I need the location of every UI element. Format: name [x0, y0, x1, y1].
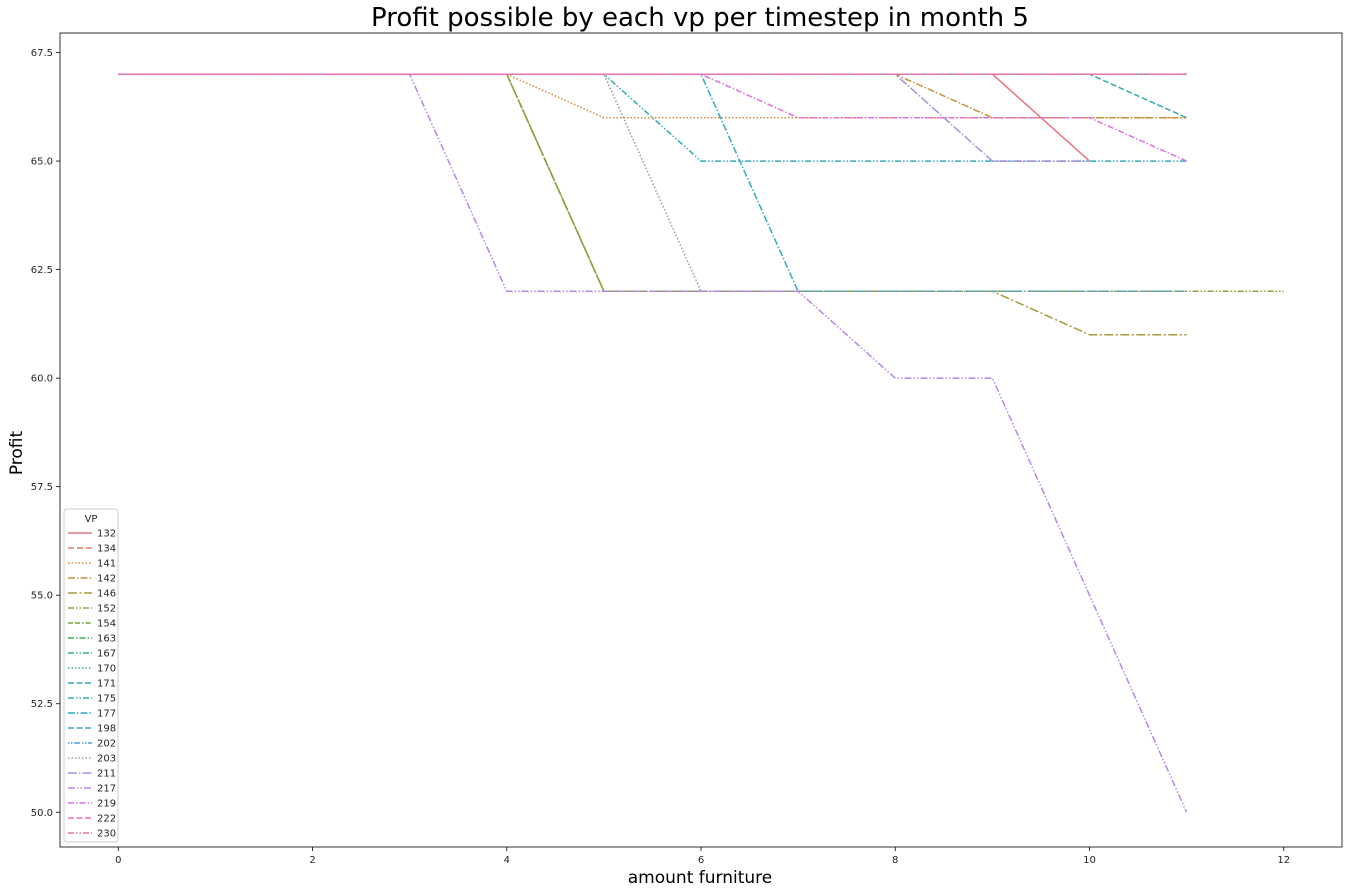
- legend-label-177: 177: [97, 709, 116, 720]
- legend-label-146: 146: [97, 589, 116, 600]
- x-axis: 0 2 4 6 8 10 12: [115, 847, 1290, 866]
- x-tick-label: 8: [892, 855, 898, 866]
- legend-box: [63, 508, 119, 843]
- x-axis-label: amount furniture: [628, 868, 772, 888]
- y-tick-label: 67.5: [31, 48, 53, 59]
- legend: VP 1321341411421461521541631671701711751…: [63, 508, 119, 843]
- series-layer: [118, 73, 1284, 813]
- legend-label-211: 211: [97, 769, 116, 780]
- legend-label-230: 230: [97, 829, 116, 840]
- y-tick-label: 57.5: [31, 482, 53, 493]
- legend-label-203: 203: [97, 754, 116, 765]
- legend-label-219: 219: [97, 799, 116, 810]
- legend-label-217: 217: [97, 784, 116, 795]
- y-axis: 50.0 52.5 55.0 57.5 60.0 62.5 65.0 67.5: [31, 48, 60, 819]
- y-axis-label: Profit: [7, 430, 27, 475]
- y-tick-label: 55.0: [31, 591, 53, 602]
- y-tick-label: 65.0: [31, 157, 53, 168]
- x-tick-label: 6: [698, 855, 704, 866]
- y-tick-label: 62.5: [31, 265, 53, 276]
- legend-label-134: 134: [97, 544, 116, 555]
- legend-label-152: 152: [97, 604, 116, 615]
- y-tick-label: 60.0: [31, 374, 53, 385]
- legend-label-167: 167: [97, 649, 116, 660]
- legend-label-163: 163: [97, 634, 116, 645]
- series-line-175: [118, 73, 1187, 162]
- legend-label-202: 202: [97, 739, 116, 750]
- y-tick-label: 50.0: [31, 808, 53, 819]
- x-tick-label: 12: [1277, 855, 1290, 866]
- legend-label-222: 222: [97, 814, 116, 825]
- x-tick-label: 4: [504, 855, 510, 866]
- legend-label-198: 198: [97, 724, 116, 735]
- legend-label-142: 142: [97, 574, 116, 585]
- legend-title: VP: [85, 514, 98, 525]
- legend-label-171: 171: [97, 679, 116, 690]
- legend-label-154: 154: [97, 619, 116, 630]
- x-tick-label: 0: [115, 855, 121, 866]
- legend-label-132: 132: [97, 529, 116, 540]
- y-tick-label: 52.5: [31, 699, 53, 710]
- legend-label-175: 175: [97, 694, 116, 705]
- x-tick-label: 10: [1083, 855, 1096, 866]
- chart-title: Profit possible by each vp per timestep …: [371, 3, 1029, 33]
- legend-label-170: 170: [97, 664, 116, 675]
- x-tick-label: 2: [309, 855, 315, 866]
- legend-label-141: 141: [97, 559, 116, 570]
- legend-items: 132 134 141 142 146 152 154 163 167 170 171 175 177 1…: [68, 529, 116, 840]
